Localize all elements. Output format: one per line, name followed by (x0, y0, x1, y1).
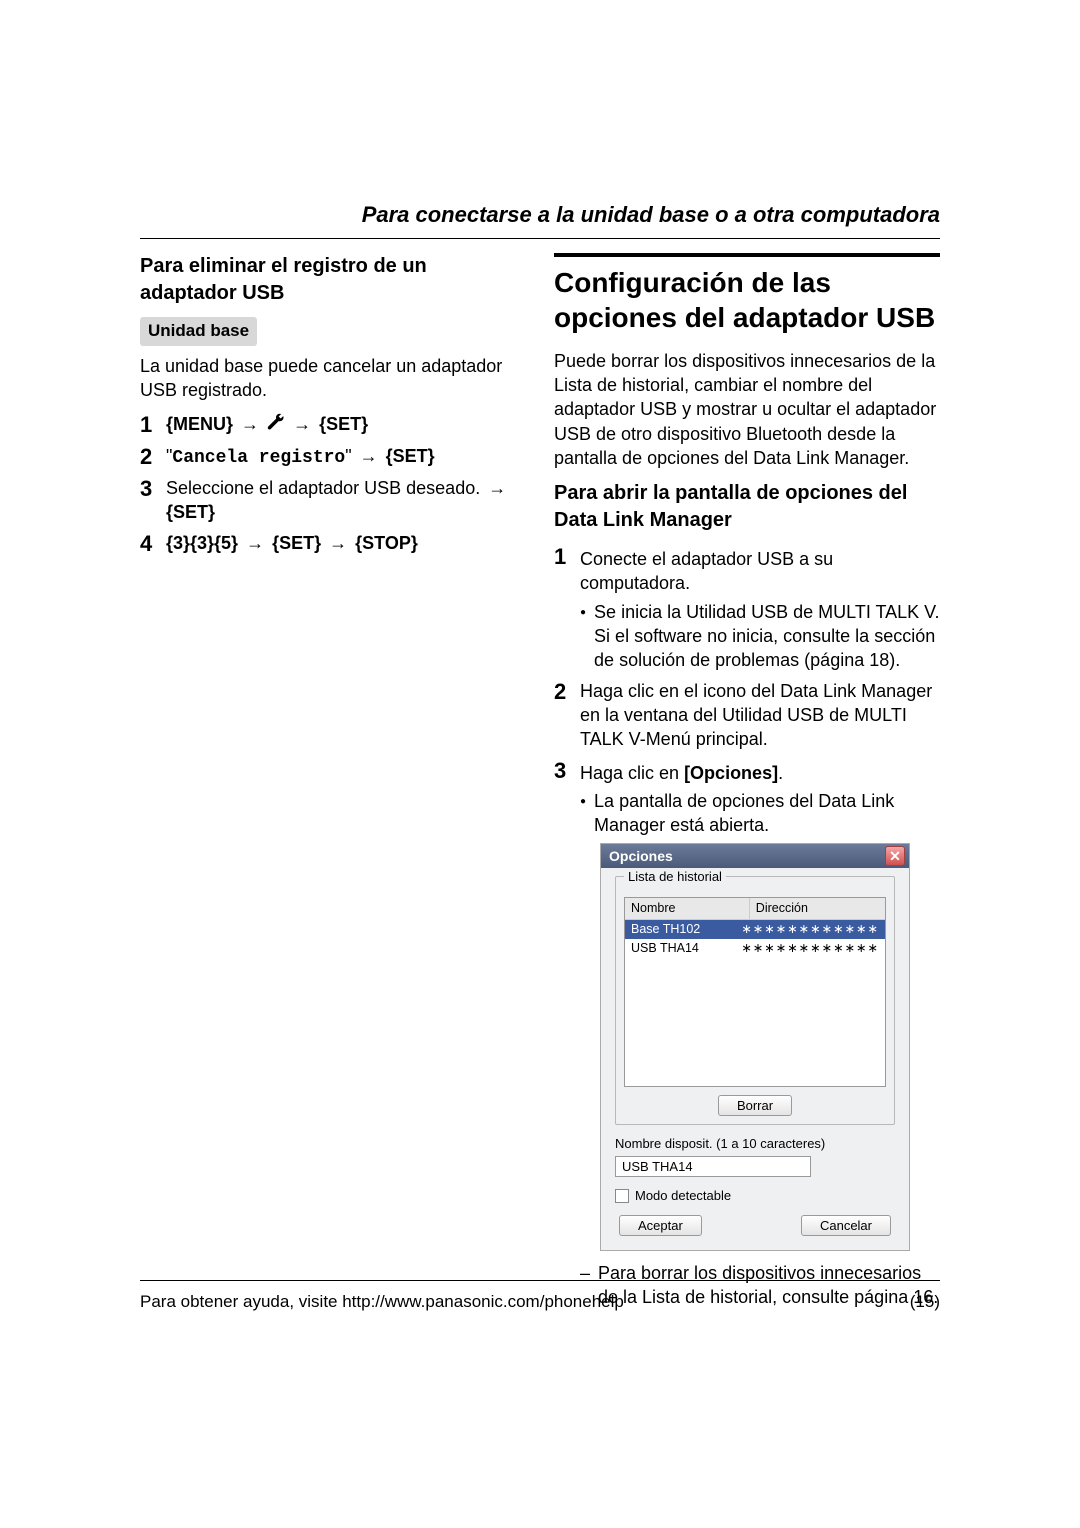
device-name-input[interactable] (615, 1156, 811, 1177)
right-subheading: Para abrir la pantalla de opciones del D… (554, 480, 940, 534)
text-fragment: Haga clic en (580, 763, 684, 783)
step-text: Seleccione el adaptador USB deseado. (166, 478, 480, 498)
step-number: 2 (554, 679, 580, 752)
cell-address: ∗∗∗∗∗∗∗∗∗∗∗∗ (735, 939, 885, 958)
main-heading: Configuración de las opciones del adapta… (554, 253, 940, 335)
delete-button[interactable]: Borrar (718, 1095, 792, 1116)
arrow-icon: → (485, 478, 509, 498)
step-body: Haga clic en [Opciones]. La pantalla de … (580, 758, 940, 1310)
set-key: {SET} (166, 502, 215, 522)
left-intro: La unidad base puede cancelar un adaptad… (140, 354, 526, 403)
section-header: Para conectarse a la unidad base o a otr… (140, 200, 940, 239)
bullet-text: Se inicia la Utilidad USB de MULTI TALK … (594, 600, 940, 673)
set-key: {SET} (319, 414, 368, 434)
step-number: 1 (140, 412, 166, 437)
step-number: 3 (140, 476, 166, 525)
history-table: Nombre Dirección Base TH102 ∗∗∗∗∗∗∗∗∗∗∗∗ (624, 897, 886, 1087)
step-text: Haga clic en el icono del Data Link Mana… (580, 681, 932, 750)
dialog-footer: Aceptar Cancelar (615, 1215, 895, 1236)
left-steps: 1 {MENU} → → {SET} 2 "Cancela registro (140, 412, 526, 556)
dialog-titlebar: Opciones ✕ (601, 844, 909, 868)
arrow-icon: → (243, 533, 267, 553)
close-icon[interactable]: ✕ (885, 846, 905, 866)
step-body: Conecte el adaptador USB a su computador… (580, 544, 940, 672)
right-steps: 1 Conecte el adaptador USB a su computad… (554, 544, 940, 1309)
bullet-item: Se inicia la Utilidad USB de MULTI TALK … (580, 600, 940, 673)
step-3: 3 Haga clic en [Opciones]. La pantalla d… (554, 758, 940, 1310)
bullet-list: Se inicia la Utilidad USB de MULTI TALK … (580, 600, 940, 673)
left-heading: Para eliminar el registro de un adaptado… (140, 253, 526, 307)
left-column: Para eliminar el registro de un adaptado… (140, 253, 526, 1315)
step-number: 2 (140, 444, 166, 470)
bullet-text: La pantalla de opciones del Data Link Ma… (594, 789, 940, 838)
device-name-label: Nombre disposit. (1 a 10 caracteres) (615, 1135, 895, 1153)
col-name: Nombre (625, 898, 750, 919)
stop-key: {STOP} (355, 533, 418, 553)
detectable-label: Modo detectable (635, 1187, 731, 1205)
step-number: 1 (554, 544, 580, 672)
right-intro: Puede borrar los dispositivos innecesari… (554, 349, 940, 470)
delete-row: Borrar (624, 1095, 886, 1116)
bullet-item: La pantalla de opciones del Data Link Ma… (580, 789, 940, 838)
table-header: Nombre Dirección (625, 898, 885, 920)
ok-button[interactable]: Aceptar (619, 1215, 702, 1236)
options-dialog: Opciones ✕ Lista de historial Nombre (600, 843, 910, 1250)
detectable-row[interactable]: Modo detectable (615, 1187, 895, 1205)
step-body: Seleccione el adaptador USB deseado. → {… (166, 476, 526, 525)
step-1: 1 {MENU} → → {SET} (140, 412, 526, 437)
help-url: Para obtener ayuda, visite http://www.pa… (140, 1291, 624, 1314)
cell-name: Base TH102 (625, 920, 735, 939)
key-sequence: {3}{3}{5} (166, 533, 238, 553)
unit-label: Unidad base (140, 317, 257, 346)
arrow-icon: → (290, 414, 314, 434)
set-key: {SET} (272, 533, 321, 553)
arrow-icon: → (238, 414, 262, 434)
arrow-icon: → (326, 533, 350, 553)
opciones-label: [Opciones] (684, 763, 778, 783)
manual-page: Para conectarse a la unidad base o a otr… (0, 0, 1080, 1315)
wrench-icon (267, 413, 285, 437)
arrow-icon: → (357, 446, 381, 466)
step-text: Haga clic en [Opciones]. (580, 758, 940, 785)
step-3: 3 Seleccione el adaptador USB deseado. →… (140, 476, 526, 525)
step-number: 3 (554, 758, 580, 1310)
checkbox-icon[interactable] (615, 1189, 629, 1203)
step-2: 2 Haga clic en el icono del Data Link Ma… (554, 679, 940, 752)
page-number: (15) (910, 1291, 940, 1314)
menu-key: {MENU} (166, 414, 233, 434)
cell-address: ∗∗∗∗∗∗∗∗∗∗∗∗ (735, 920, 885, 939)
table-row[interactable]: Base TH102 ∗∗∗∗∗∗∗∗∗∗∗∗ (625, 920, 885, 939)
dialog-body: Lista de historial Nombre Dirección Base… (601, 868, 909, 1249)
two-column-layout: Para eliminar el registro de un adaptado… (140, 253, 940, 1315)
text-fragment: . (778, 763, 783, 783)
history-group: Lista de historial Nombre Dirección Base… (615, 876, 895, 1125)
quote: " (345, 446, 351, 466)
page-footer: Para obtener ayuda, visite http://www.pa… (140, 1280, 940, 1314)
step-2: 2 "Cancela registro" → {SET} (140, 444, 526, 470)
step-number: 4 (140, 531, 166, 556)
step-text: Conecte el adaptador USB a su computador… (580, 544, 940, 596)
group-legend: Lista de historial (624, 868, 726, 886)
bullet-list: La pantalla de opciones del Data Link Ma… (580, 789, 940, 838)
cell-name: USB THA14 (625, 939, 735, 958)
dialog-title: Opciones (609, 847, 673, 866)
cancel-button[interactable]: Cancelar (801, 1215, 891, 1236)
table-row[interactable]: USB THA14 ∗∗∗∗∗∗∗∗∗∗∗∗ (625, 939, 885, 958)
command-text: Cancela registro (172, 448, 345, 468)
set-key: {SET} (386, 446, 435, 466)
step-body: {MENU} → → {SET} (166, 412, 526, 437)
step-1: 1 Conecte el adaptador USB a su computad… (554, 544, 940, 672)
step-body: Haga clic en el icono del Data Link Mana… (580, 679, 940, 752)
right-column: Configuración de las opciones del adapta… (554, 253, 940, 1315)
col-address: Dirección (750, 898, 885, 919)
step-body: {3}{3}{5} → {SET} → {STOP} (166, 531, 526, 556)
step-body: "Cancela registro" → {SET} (166, 444, 526, 470)
step-4: 4 {3}{3}{5} → {SET} → {STOP} (140, 531, 526, 556)
